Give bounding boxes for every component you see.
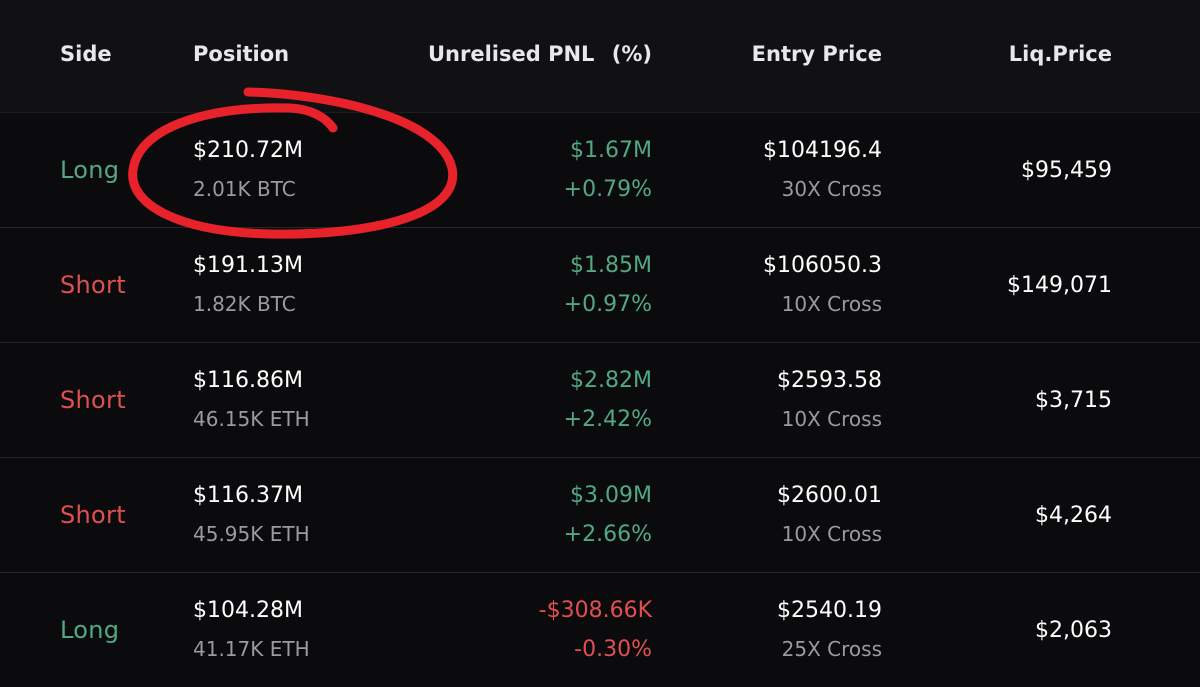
table-row[interactable]: Long $104.28M 41.17K ETH -$308.66K -0.30…	[0, 573, 1200, 687]
position-usd: $210.72M	[193, 138, 303, 163]
table-row[interactable]: Short $116.37M 45.95K ETH $3.09M +2.66% …	[0, 458, 1200, 573]
pnl-percent: -0.30%	[574, 637, 652, 662]
leverage: 10X Cross	[781, 522, 882, 546]
table-row[interactable]: Long $210.72M 2.01K BTC $1.67M +0.79% $1…	[0, 113, 1200, 228]
header-unrealised-pnl: Unrelised PNL	[428, 42, 595, 66]
side-label: Long	[60, 616, 120, 644]
side-label: Short	[60, 386, 126, 414]
entry-price: $106050.3	[763, 253, 882, 278]
header-liq-price: Liq.Price	[1008, 42, 1112, 66]
entry-price: $2600.01	[777, 483, 882, 508]
header-side: Side	[60, 42, 112, 66]
position-usd: $191.13M	[193, 253, 303, 278]
pnl-percent: +0.79%	[563, 177, 652, 202]
header-percent: (%)	[611, 42, 652, 66]
unrealised-pnl: -$308.66K	[538, 598, 652, 623]
position-size: 45.95K ETH	[193, 522, 310, 546]
unrealised-pnl: $1.85M	[570, 253, 652, 278]
entry-price: $2593.58	[777, 368, 882, 393]
leverage: 10X Cross	[781, 292, 882, 316]
side-label: Short	[60, 271, 126, 299]
table-row[interactable]: Short $116.86M 46.15K ETH $2.82M +2.42% …	[0, 343, 1200, 458]
leverage: 30X Cross	[781, 177, 882, 201]
position-usd: $116.37M	[193, 483, 303, 508]
leverage: 10X Cross	[781, 407, 882, 431]
liq-price: $2,063	[1035, 618, 1112, 643]
liq-price: $95,459	[1021, 158, 1112, 183]
position-size: 46.15K ETH	[193, 407, 310, 431]
side-label: Long	[60, 156, 120, 184]
entry-price: $2540.19	[777, 598, 882, 623]
unrealised-pnl: $1.67M	[570, 138, 652, 163]
header-entry-price: Entry Price	[751, 42, 882, 66]
position-usd: $116.86M	[193, 368, 303, 393]
position-usd: $104.28M	[193, 598, 303, 623]
pnl-percent: +2.42%	[563, 407, 652, 432]
entry-price: $104196.4	[763, 138, 882, 163]
liq-price: $3,715	[1035, 388, 1112, 413]
liq-price: $4,264	[1035, 503, 1112, 528]
position-size: 1.82K BTC	[193, 292, 296, 316]
position-size: 41.17K ETH	[193, 637, 310, 661]
table-row[interactable]: Short $191.13M 1.82K BTC $1.85M +0.97% $…	[0, 228, 1200, 343]
unrealised-pnl: $2.82M	[570, 368, 652, 393]
liq-price: $149,071	[1007, 273, 1112, 298]
positions-table: Long $210.72M 2.01K BTC $1.67M +0.79% $1…	[0, 113, 1200, 687]
pnl-percent: +0.97%	[563, 292, 652, 317]
header-position: Position	[193, 42, 290, 66]
side-label: Short	[60, 501, 126, 529]
position-size: 2.01K BTC	[193, 177, 296, 201]
unrealised-pnl: $3.09M	[570, 483, 652, 508]
leverage: 25X Cross	[781, 637, 882, 661]
pnl-percent: +2.66%	[563, 522, 652, 547]
table-header: Side Position Unrelised PNL (%) Entry Pr…	[0, 0, 1200, 113]
